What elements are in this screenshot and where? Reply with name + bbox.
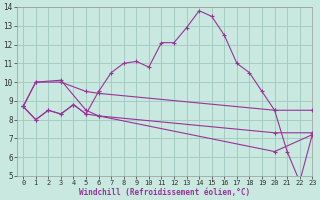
X-axis label: Windchill (Refroidissement éolien,°C): Windchill (Refroidissement éolien,°C) [79, 188, 250, 197]
